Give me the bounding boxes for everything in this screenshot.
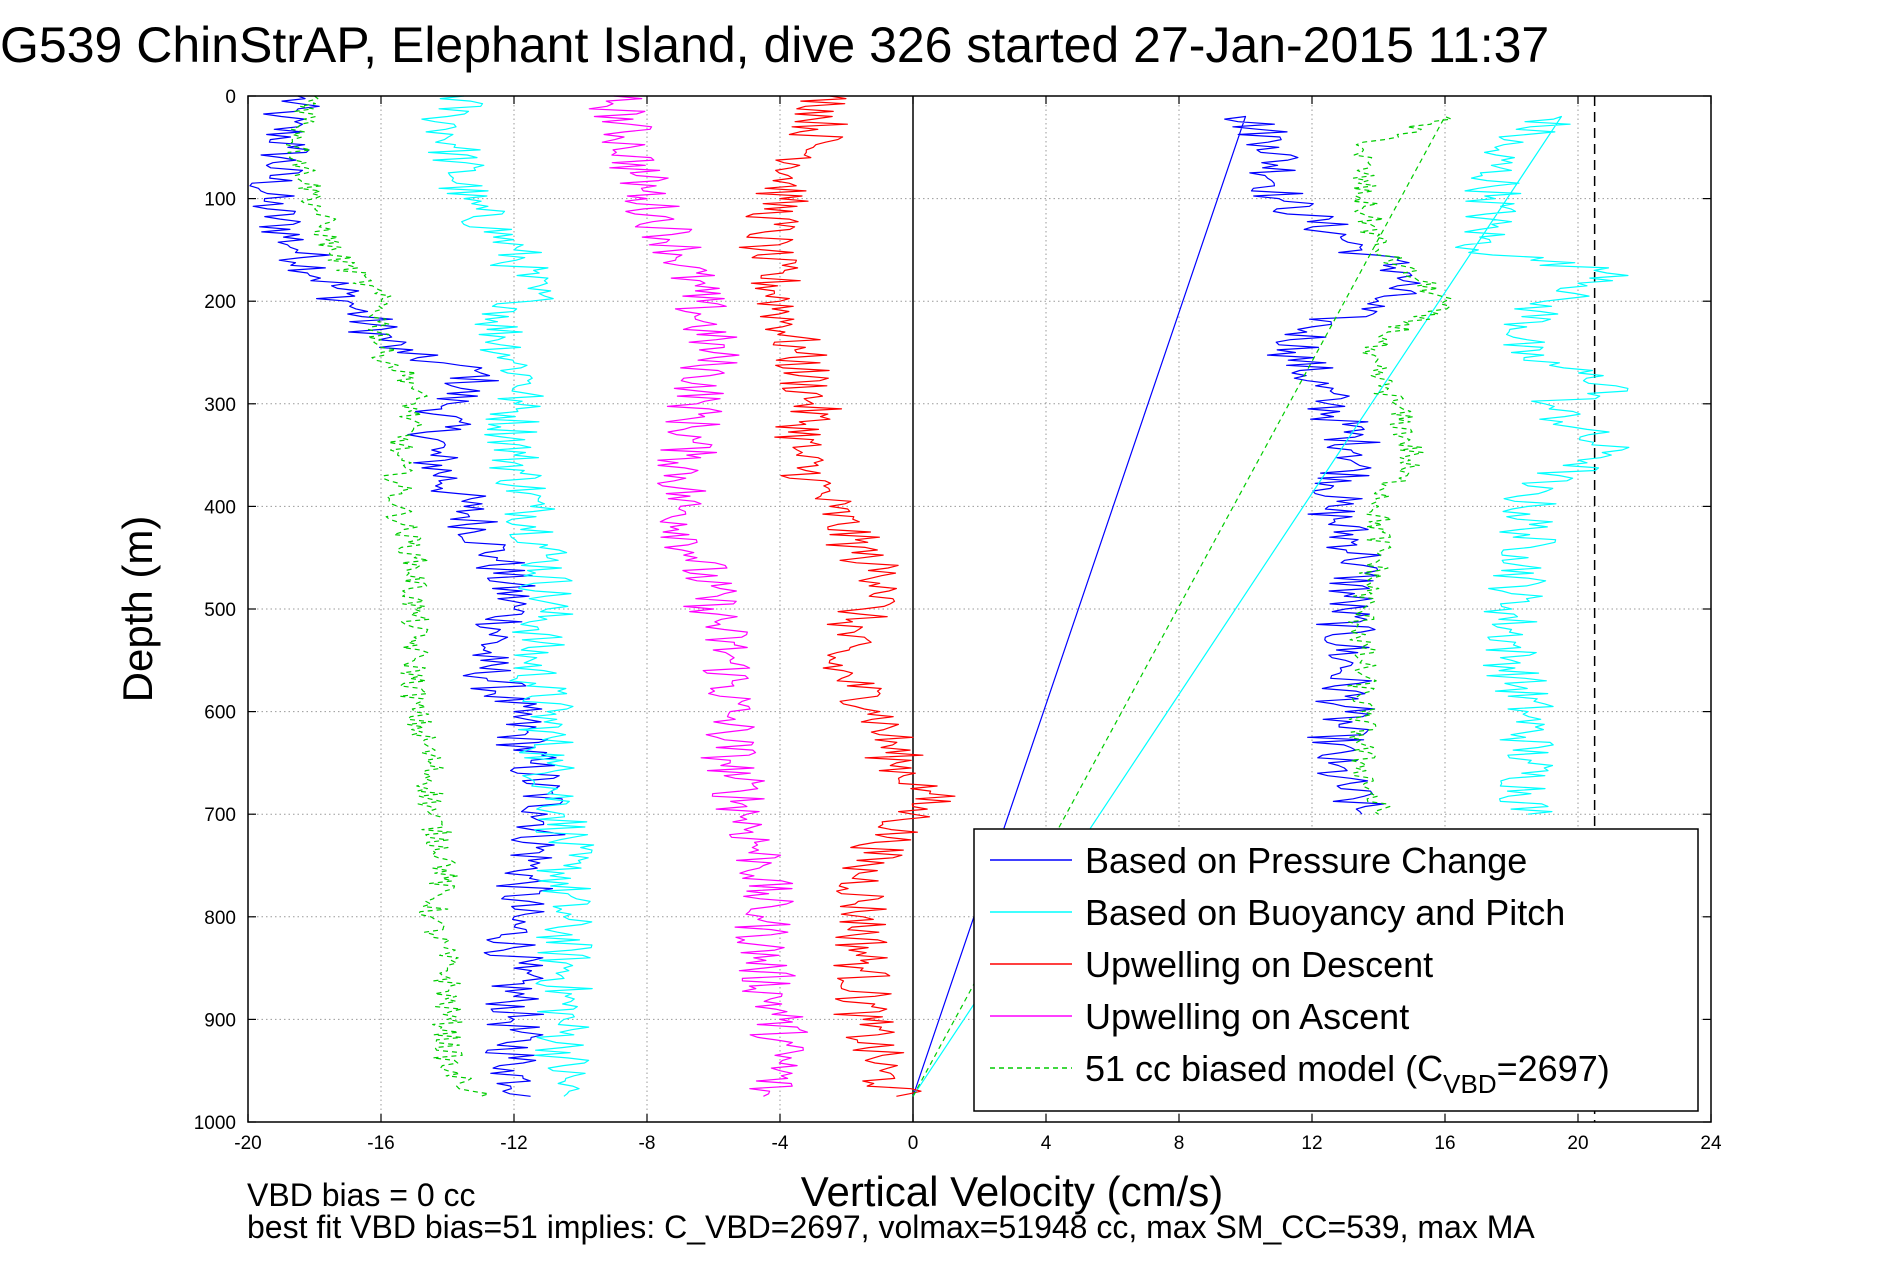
best-fit-note: best fit VBD bias=51 implies: C_VBD=2697…	[247, 1209, 1535, 1245]
x-tick-label: -8	[639, 1133, 656, 1154]
y-axis-ticks: 0 100 200 300 400 500 600 700 800 900 1000	[194, 87, 1711, 1134]
x-tick-label: 16	[1434, 1133, 1455, 1154]
x-tick-label: -20	[234, 1133, 261, 1154]
x-tick-label: 0	[908, 1133, 919, 1154]
x-tick-label: 12	[1301, 1133, 1322, 1154]
legend-label: Based on Buoyancy and Pitch	[1085, 892, 1565, 933]
y-tick-label: 400	[204, 497, 236, 518]
x-axis-label: Vertical Velocity (cm/s)	[801, 1168, 1223, 1215]
legend-label: Upwelling on Ascent	[1085, 996, 1409, 1037]
legend-model-suffix: =2697)	[1497, 1048, 1610, 1089]
legend-label-model: 51 cc biased model (CVBD=2697)	[1085, 1048, 1610, 1099]
series-layer	[249, 95, 1630, 1097]
x-tick-label: 8	[1174, 1133, 1185, 1154]
x-tick-label: -4	[772, 1133, 789, 1154]
y-tick-label: 900	[204, 1010, 236, 1031]
chart-title: G539 ChinStrAP, Elephant Island, dive 32…	[0, 17, 1549, 73]
y-tick-label: 500	[204, 600, 236, 621]
x-tick-label: -16	[367, 1133, 394, 1154]
x-tick-label: 24	[1700, 1133, 1722, 1154]
legend-box	[973, 828, 1699, 1112]
y-tick-label: 800	[204, 908, 236, 929]
x-tick-label: 20	[1567, 1133, 1588, 1154]
series-line-51-cc-biased-model-c-vbd-2697	[912, 115, 1452, 1097]
x-tick-label: -12	[500, 1133, 527, 1154]
series-line-upwelling-on-descent	[738, 95, 956, 1097]
y-axis-label: Depth (m)	[114, 516, 161, 703]
y-tick-label: 300	[204, 395, 236, 416]
legend-label: Upwelling on Descent	[1085, 944, 1433, 985]
legend: Based on Pressure Change Based on Buoyanc…	[973, 828, 1699, 1112]
series-line-based-on-pressure-change	[249, 95, 566, 1097]
y-tick-label: 100	[204, 190, 236, 211]
x-axis-ticks: -20 -16 -12 -8 -4 0 4 8 12 16 20 24	[234, 96, 1722, 1154]
series-line-upwelling-on-ascent	[588, 95, 809, 1097]
y-tick-label: 600	[204, 703, 236, 724]
series-line-51-cc-biased-model-c-vbd-2697	[285, 95, 490, 1097]
y-tick-label: 1000	[194, 1113, 236, 1134]
y-tick-label: 200	[204, 292, 236, 313]
series-line-based-on-buoyancy-and-pitch	[912, 115, 1630, 1097]
series-line-based-on-buoyancy-and-pitch	[421, 95, 595, 1097]
legend-model-prefix: 51 cc biased model (C	[1085, 1048, 1443, 1089]
y-tick-label: 700	[204, 805, 236, 826]
legend-model-subscript: VBD	[1443, 1069, 1496, 1099]
vbd-bias-note: VBD bias = 0 cc	[247, 1177, 476, 1213]
y-tick-label: 0	[225, 87, 236, 108]
series-line-based-on-pressure-change	[912, 115, 1421, 1097]
x-tick-label: 4	[1041, 1133, 1052, 1154]
legend-label: Based on Pressure Change	[1085, 840, 1527, 881]
